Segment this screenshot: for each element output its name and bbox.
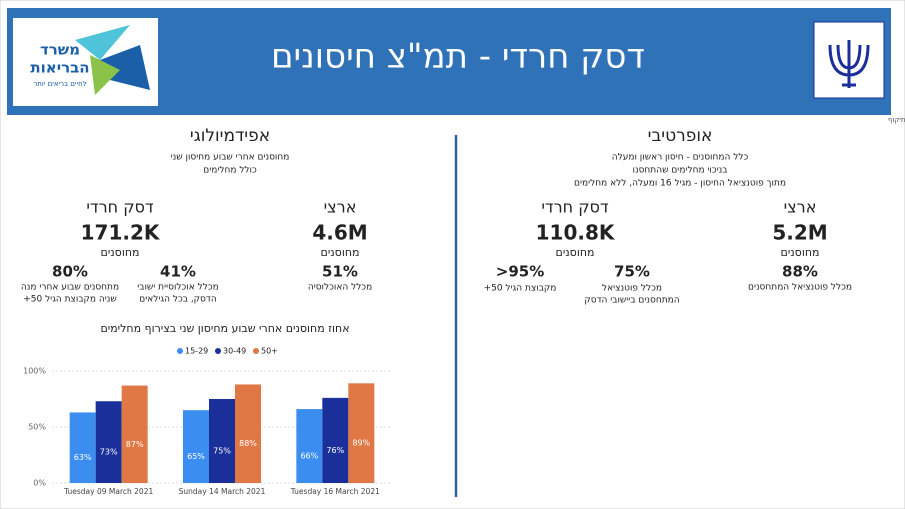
bar [209, 399, 235, 483]
x-tick-label: Tuesday 09 March 2021 [63, 487, 153, 496]
kpi-pct-label: מקבוצת הגיל 50+ [484, 284, 557, 294]
value-label: 76% [326, 446, 344, 455]
logo-shape [75, 25, 130, 60]
kpi-pct: 51% [322, 263, 358, 281]
kpi-pct-label: שניה מקבוצת הגיל 50+ [23, 295, 117, 305]
kpi-value: 4.6M [312, 221, 367, 245]
value-label: 89% [352, 439, 370, 448]
bar [183, 410, 209, 483]
y-tick-label: 100% [23, 367, 46, 376]
subtitle: בניכוי מחלימים שהתחסנו [633, 166, 728, 176]
kpi-label: ארצי [324, 198, 357, 217]
value-label: 66% [300, 452, 318, 461]
kpi-unit: מחוסנים [556, 246, 595, 259]
kpi-unit: מחוסנים [101, 246, 140, 259]
legend-swatch [253, 348, 259, 354]
bar [348, 383, 375, 483]
bar [69, 412, 96, 483]
bar [296, 409, 323, 483]
kpi-pct-label: מכלל פוטנציאל [602, 284, 662, 294]
legend-label: 30-49 [223, 347, 246, 356]
logo-text: משרד [40, 41, 80, 59]
value-label: 75% [213, 447, 231, 456]
kpi-unit: מחוסנים [781, 246, 820, 259]
value-label: 63% [74, 453, 92, 462]
kpi-value: 5.2M [772, 221, 827, 245]
bar [95, 401, 122, 483]
kpi-pct: 88% [782, 263, 818, 281]
legend-swatch [177, 348, 183, 354]
value-label: 87% [126, 440, 144, 449]
legend-label: 50+ [261, 347, 278, 356]
x-tick-label: Sunday 14 March 2021 [179, 487, 266, 496]
kpi-pct-label: מכלל פוטנציאל המתחסנים [748, 283, 852, 293]
kpi-label: ארצי [784, 198, 817, 217]
y-tick-label: 50% [28, 423, 46, 432]
note: *נתוני האוכלוסיה המבוגרים בשלבי תיקוף [888, 116, 905, 124]
kpi-pct-label: מכלל אוכלוסיית ישובי [137, 283, 218, 293]
kpi-value: 110.8K [536, 221, 616, 245]
legend-swatch [215, 348, 221, 354]
emblem [828, 40, 870, 88]
subtitle: כולל מחלימים [203, 166, 257, 176]
panel-title: אפידמיולוגי [190, 126, 270, 146]
subtitle: כלל המחוסנים - חיסון ראשון ומעלה [612, 153, 749, 163]
panel-title: אופרטיבי [648, 126, 713, 146]
kpi-pct: 80% [52, 263, 88, 281]
kpi-label: דסק חרדי [86, 198, 154, 217]
kpi-pct: 41% [160, 263, 196, 281]
subtitle: מתוך פוטנציאל החיסון - מגיל 16 ומעלה, לל… [574, 179, 786, 189]
subtitle: מחוסנים אחרי שבוע מחיסון שני [171, 153, 290, 163]
bar [322, 397, 349, 483]
y-tick-label: 0% [33, 479, 46, 488]
kpi-label: דסק חרדי [541, 198, 609, 217]
kpi-unit: מחוסנים [321, 246, 360, 259]
kpi-pct-label: מתחסנים שבוע אחרי מנה [21, 283, 119, 293]
legend-label: 15-29 [185, 347, 208, 356]
chart-title: אחוז מחוסנים אחרי שבוע מחיסון שני בצירוף… [100, 322, 349, 335]
bar [235, 384, 261, 483]
logo-shape [90, 55, 120, 95]
logo-shape [100, 45, 150, 90]
kpi-pct: 75% [614, 263, 650, 281]
kpi-pct-label: המתחסנים ביישובי הדסק [584, 296, 679, 306]
value-label: 65% [187, 452, 205, 461]
logo-text: הבריאות [30, 59, 89, 77]
value-label: 73% [100, 448, 118, 457]
kpi-value: 171.2K [81, 221, 161, 245]
x-tick-label: Tuesday 16 March 2021 [290, 487, 380, 496]
header-title: דסק חרדי - תמ"צ חיסונים [271, 37, 645, 77]
logo-tagline: לחיים בריאים יותר [33, 80, 86, 88]
kpi-pct-label: מכלל האוכלוסיה [308, 283, 372, 293]
kpi-pct-label: הדסק, בכל הגילאים [139, 295, 217, 305]
bar [121, 385, 148, 483]
kpi-pct: >95% [496, 263, 544, 281]
value-label: 88% [239, 439, 257, 448]
